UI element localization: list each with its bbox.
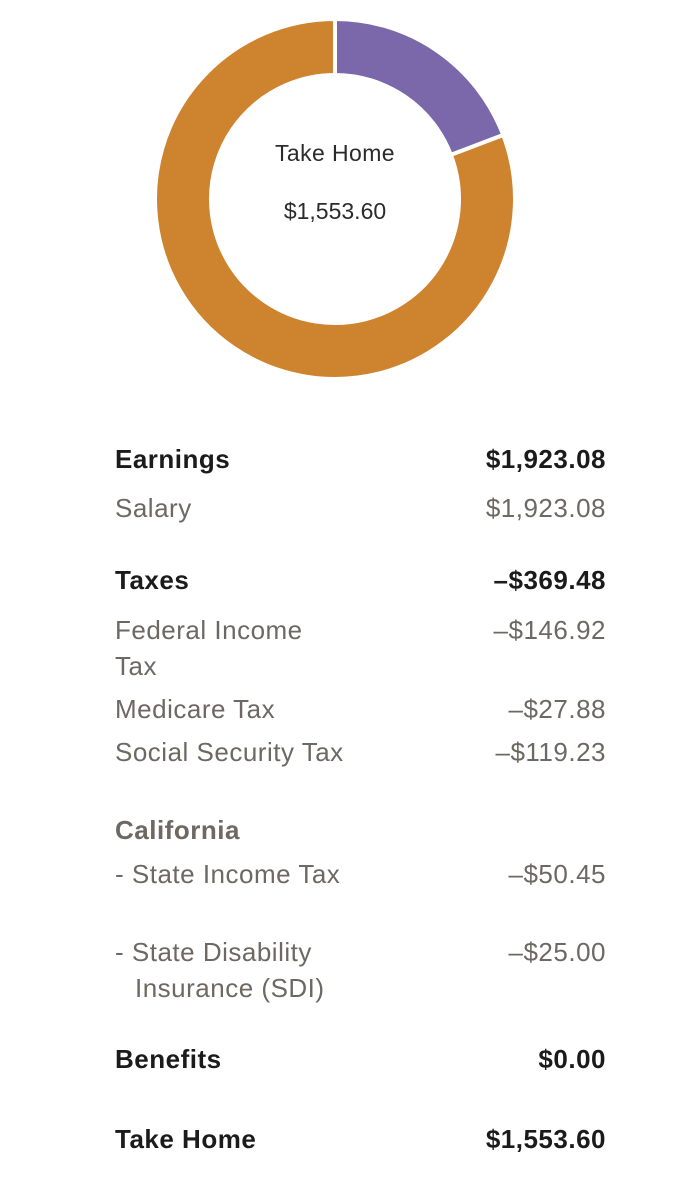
earnings-label: Earnings bbox=[115, 444, 231, 474]
social-security-tax-row: Social Security Tax –$119.23 bbox=[115, 734, 606, 810]
social-security-tax-label: Social Security Tax bbox=[115, 737, 344, 767]
salary-row: Salary $1,923.08 bbox=[115, 490, 606, 530]
donut-center-title: Take Home bbox=[275, 140, 395, 166]
earnings-amount: $1,923.08 bbox=[485, 444, 606, 474]
california-label: California bbox=[115, 815, 240, 845]
salary-label: Salary bbox=[115, 493, 192, 523]
medicare-tax-label: Medicare Tax bbox=[115, 694, 276, 724]
state-disability-insurance-row: - State Disability Insurance (SDI) –$25.… bbox=[115, 934, 606, 1010]
federal-income-tax-amount: –$146.92 bbox=[493, 615, 606, 645]
take-home-row: Take Home $1,553.60 bbox=[115, 1121, 606, 1161]
social-security-tax-amount: –$119.23 bbox=[495, 737, 606, 767]
taxes-label: Taxes bbox=[115, 565, 190, 595]
california-row: California bbox=[115, 812, 606, 852]
benefits-row: Benefits $0.00 bbox=[115, 1041, 606, 1081]
state-disability-insurance-amount: –$25.00 bbox=[508, 937, 606, 967]
taxes-amount: –$369.48 bbox=[493, 565, 606, 595]
medicare-tax-amount: –$27.88 bbox=[508, 694, 606, 724]
state-income-tax-label: - State Income Tax bbox=[115, 859, 341, 889]
taxes-row: Taxes –$369.48 bbox=[115, 562, 606, 602]
donut-center-amount: $1,553.60 bbox=[283, 198, 387, 224]
benefits-amount: $0.00 bbox=[538, 1044, 606, 1074]
salary-amount: $1,923.08 bbox=[485, 493, 606, 523]
take-home-label: Take Home bbox=[115, 1124, 257, 1154]
take-home-donut-chart bbox=[154, 18, 516, 380]
take-home-amount: $1,553.60 bbox=[485, 1124, 606, 1154]
earnings-row: Earnings $1,923.08 bbox=[115, 441, 606, 481]
state-income-tax-amount: –$50.45 bbox=[508, 859, 606, 889]
donut-slice-taxes bbox=[333, 18, 506, 158]
benefits-label: Benefits bbox=[115, 1044, 222, 1074]
federal-income-tax-label: Federal Income Tax bbox=[115, 615, 303, 681]
medicare-tax-row: Medicare Tax –$27.88 bbox=[115, 691, 606, 731]
state-income-tax-row: - State Income Tax –$50.45 bbox=[115, 856, 606, 932]
federal-income-tax-row: Federal Income Tax –$146.92 bbox=[115, 612, 606, 688]
state-disability-insurance-label: - State Disability Insurance (SDI) bbox=[115, 937, 325, 1003]
donut-slice-take-home bbox=[154, 18, 516, 380]
